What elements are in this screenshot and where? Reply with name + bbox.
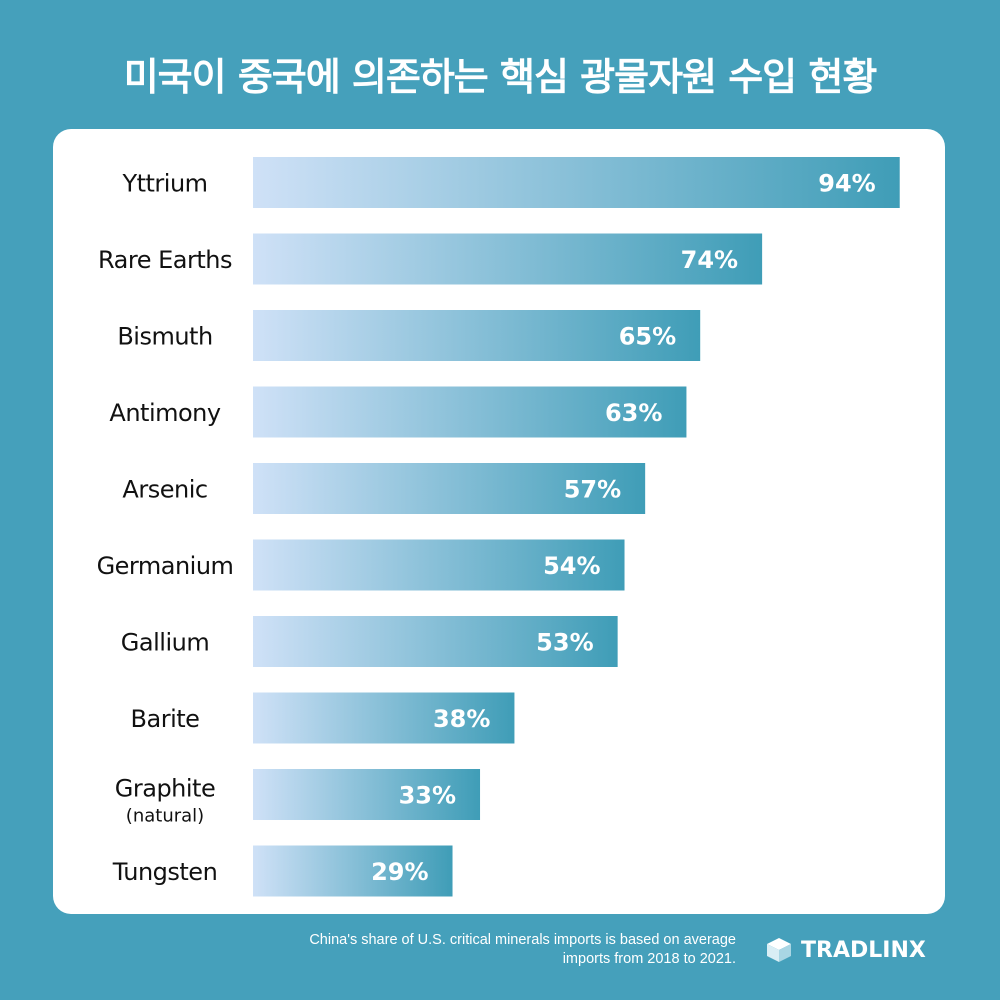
bar-graphite: [253, 769, 481, 820]
value-label: 63%: [605, 399, 662, 427]
category-label: Barite: [131, 705, 200, 733]
value-label: 94%: [818, 170, 875, 198]
category-label: Bismuth: [117, 323, 212, 351]
bar-antimony: [253, 386, 687, 438]
footnote-line-2: imports from 2018 to 2021.: [562, 951, 736, 967]
bar-yttrium: [253, 157, 900, 208]
category-label: Arsenic: [122, 476, 207, 504]
bar-barite: [253, 692, 515, 744]
bar-gallium: [253, 616, 618, 667]
category-label: Germanium: [97, 552, 234, 580]
cube-logo-icon: [767, 938, 791, 962]
category-label: Graphite: [115, 775, 215, 803]
bar-arsenic: [253, 463, 646, 514]
category-label: Antimony: [109, 399, 220, 427]
chart-title: 미국이 중국에 의존하는 핵심 광물자원 수입 현황: [123, 55, 878, 99]
category-label: Rare Earths: [98, 246, 232, 274]
bar-rare-earths: [253, 233, 763, 285]
bar-germanium: [253, 539, 625, 591]
brand-name: TRADLINX: [801, 937, 926, 963]
value-label: 38%: [433, 705, 490, 733]
value-label: 29%: [371, 858, 428, 886]
chart-card: 94% Yttrium 74% Rare Earths 65% Bismuth 63% Ant…: [53, 129, 945, 914]
category-sublabel: (natural): [126, 806, 204, 827]
category-label: Yttrium: [121, 170, 207, 198]
bar-tungsten: [253, 845, 453, 897]
brand-logo: TRADLINX: [765, 936, 926, 964]
bar-chart: 94% Yttrium 74% Rare Earths 65% Bismuth 63% Ant…: [97, 157, 900, 897]
value-label: 65%: [619, 323, 676, 351]
value-label: 54%: [543, 552, 600, 580]
value-label: 74%: [681, 246, 738, 274]
value-label: 53%: [536, 629, 593, 657]
bar-bismuth: [253, 310, 701, 361]
category-label: Tungsten: [112, 858, 218, 886]
footnote-line-1: China's share of U.S. critical minerals …: [309, 932, 736, 948]
value-label: 33%: [399, 782, 456, 810]
footnote: China's share of U.S. critical minerals …: [309, 931, 736, 969]
category-label: Gallium: [121, 629, 209, 657]
value-label: 57%: [564, 476, 621, 504]
